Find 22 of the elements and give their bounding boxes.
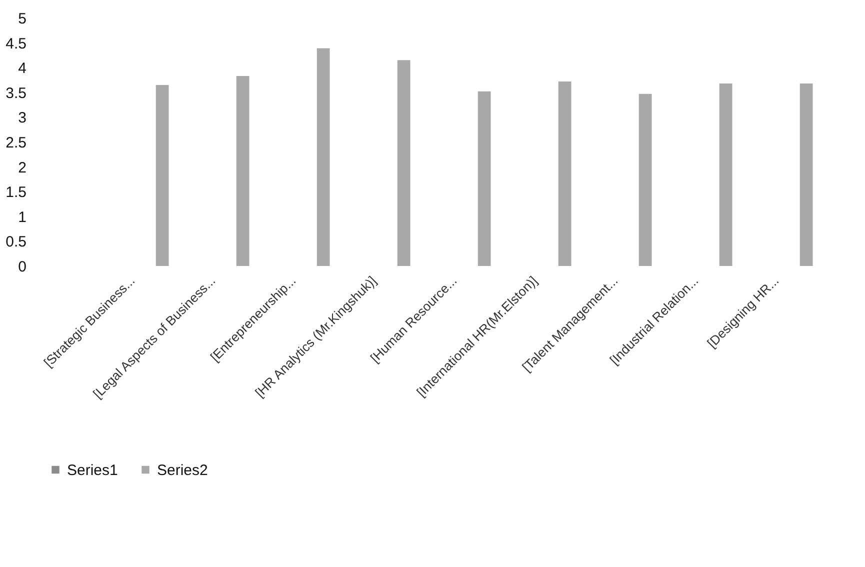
y-tick-label: 3: [18, 110, 26, 127]
y-tick-label: 5: [18, 10, 26, 28]
y-tick-label: 1.5: [6, 184, 26, 202]
legend-label: Series2: [157, 462, 208, 479]
bar: [558, 81, 572, 266]
legend-label: Series1: [67, 462, 118, 479]
y-tick-label: 0.5: [6, 234, 26, 251]
y-tick-label: 0: [18, 258, 26, 276]
bar: [800, 83, 813, 266]
bar: [397, 60, 410, 266]
bar: [478, 91, 491, 266]
y-tick-label: 2.5: [6, 134, 26, 152]
bar: [316, 48, 330, 266]
y-tick-label: 3.5: [6, 84, 26, 102]
bar: [638, 94, 652, 266]
y-tick-label: 1: [18, 208, 26, 226]
bar: [156, 84, 169, 266]
y-tick-label: 4.5: [6, 35, 26, 52]
y-tick-label: 2: [18, 159, 26, 176]
bar: [719, 83, 732, 266]
y-tick-label: 4: [18, 60, 26, 78]
bar: [236, 76, 250, 266]
